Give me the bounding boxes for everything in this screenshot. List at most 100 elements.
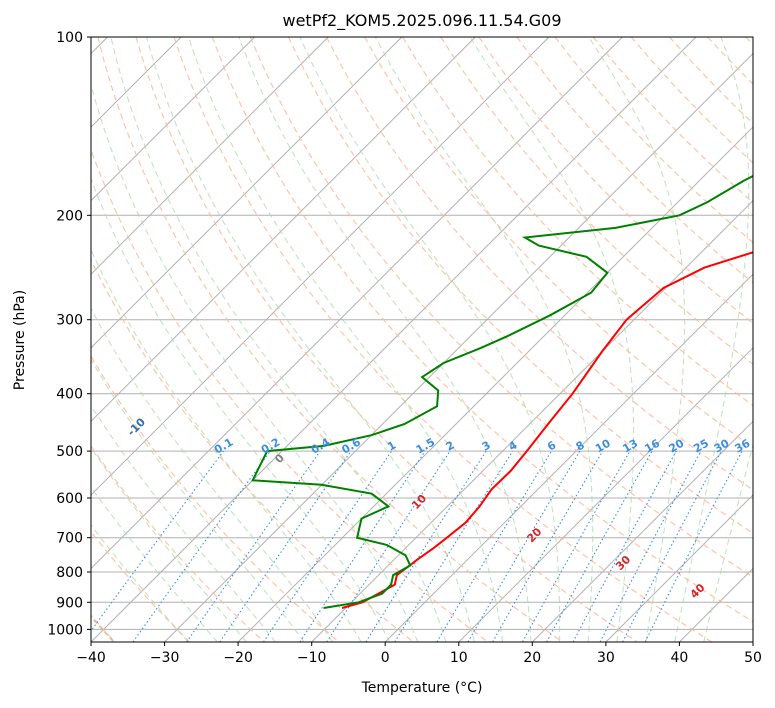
- mixing-ratio-line: [91, 450, 224, 632]
- mixing-ratio-label: 25: [691, 437, 711, 456]
- mixing-ratio-label: 1.5: [414, 436, 437, 457]
- x-tick-label: 30: [597, 650, 615, 666]
- isotherm-line: [605, 494, 753, 642]
- moist-adiabat: [91, 404, 276, 642]
- mixing-ratio-line: [365, 450, 487, 642]
- mixing-ratio-label: 30: [712, 436, 732, 455]
- y-tick-label: 400: [56, 387, 83, 403]
- x-tick-label: 10: [450, 650, 468, 666]
- moist-adiabat-label: 10: [409, 492, 429, 512]
- plot-frame: [90, 36, 754, 643]
- dry-adiabat: [97, 37, 563, 642]
- isotherm-line: [91, 37, 697, 642]
- mixing-ratio-label: 0.4: [309, 435, 333, 456]
- moist-adiabat: [188, 37, 504, 642]
- dry-adiabat: [287, 37, 753, 534]
- moist-adiabat-label: 30: [613, 553, 633, 573]
- moist-adiabat-label: 20: [524, 525, 544, 545]
- isotherm-line: [91, 37, 623, 570]
- isotherm-line: [164, 52, 753, 642]
- dry-adiabat: [249, 37, 753, 578]
- dry-adiabat: [745, 37, 753, 46]
- y-tick-label: 800: [56, 565, 83, 581]
- isotherm-line: [91, 37, 329, 275]
- isotherm-line: [91, 37, 403, 349]
- isotherm-line: [237, 126, 753, 642]
- moist-adiabat: [91, 248, 362, 642]
- dry-adiabat: [554, 37, 753, 244]
- mixing-ratio-label: 0.1: [212, 436, 235, 457]
- x-tick-label: −20: [223, 650, 253, 666]
- x-tick-label: 50: [744, 650, 762, 666]
- mixing-ratio-label: 20: [667, 436, 687, 455]
- dry-adiabat: [135, 37, 638, 642]
- dry-adiabat: [440, 37, 753, 365]
- y-tick-label: 200: [56, 208, 83, 224]
- moist-adiabat: [469, 37, 635, 642]
- isotherm-line: [752, 641, 753, 642]
- x-tick-label: 20: [523, 650, 541, 666]
- y-axis-label: Pressure (hPa): [12, 290, 28, 390]
- isotherm-line: [91, 37, 550, 496]
- isotherm-line: [458, 347, 753, 642]
- x-axis-label: Temperature (°C): [361, 680, 483, 696]
- dry-adiabat: [478, 37, 753, 324]
- x-tick-label: −40: [76, 650, 106, 666]
- dry-adiabat: [211, 37, 753, 623]
- y-tick-label: 1000: [47, 622, 83, 638]
- isotherm-line: [384, 273, 753, 642]
- moist-adiabat: [588, 37, 686, 642]
- mixing-ratio-line: [522, 450, 631, 642]
- dry-adiabat: [91, 444, 265, 642]
- y-tick-label: 300: [56, 313, 83, 329]
- mixing-ratio-label: 13: [620, 437, 640, 456]
- temperature-profile: [341, 251, 753, 609]
- mixing-ratio-line: [599, 450, 702, 642]
- moist-adiabat: [91, 358, 305, 642]
- mixing-ratio-line: [644, 450, 743, 642]
- y-tick-label: 700: [56, 531, 83, 547]
- y-tick-label: 100: [56, 30, 83, 46]
- isotherm-line: [311, 199, 753, 642]
- moist-adiabat: [674, 37, 750, 642]
- moist-adiabat: [110, 37, 447, 642]
- mixing-ratio-line: [186, 450, 321, 642]
- mixing-ratio-line: [394, 450, 514, 642]
- moist-adiabat: [703, 442, 753, 642]
- isotherm-line: [531, 420, 753, 642]
- dry-adiabat: [173, 37, 713, 642]
- moist-adiabat-label: 40: [688, 581, 708, 601]
- chart-title: wetPf2_KOM5.2025.096.11.54.G09: [282, 11, 561, 31]
- moist-adiabat: [91, 486, 218, 642]
- x-tick-label: −10: [297, 650, 327, 666]
- dry-adiabat: [325, 37, 753, 491]
- moist-adiabat: [91, 82, 419, 642]
- moist-adiabat: [238, 37, 532, 642]
- dry-adiabat: [707, 37, 753, 85]
- mixing-ratio-line: [219, 450, 352, 642]
- mixing-ratio-label: 10: [593, 436, 613, 455]
- mixing-ratio-label: 16: [642, 436, 662, 455]
- y-tick-label: 600: [56, 491, 83, 507]
- dry-adiabat: [91, 355, 340, 642]
- mixing-ratio-line: [467, 450, 581, 642]
- dry-adiabat: [91, 147, 489, 642]
- mixing-ratio-line: [299, 450, 426, 642]
- moist-adiabat: [91, 446, 247, 642]
- moist-adiabat: [374, 37, 594, 642]
- y-tick-label: 500: [56, 444, 83, 460]
- x-tick-label: 0: [381, 650, 390, 666]
- x-tick-label: −30: [150, 650, 180, 666]
- moist-adiabat: [299, 37, 561, 642]
- dewpoint-profile: [251, 174, 753, 609]
- mixing-ratio-line: [132, 450, 271, 642]
- x-tick-label: 40: [670, 650, 688, 666]
- plot-area: -100-90-80-70-60-50-40-30-20-100.10.20.4…: [91, 37, 753, 642]
- moist-adiabat: [91, 307, 334, 642]
- y-tick-label: 900: [56, 595, 83, 611]
- dry-adiabat: [91, 530, 191, 642]
- isotherm-line: [91, 37, 256, 202]
